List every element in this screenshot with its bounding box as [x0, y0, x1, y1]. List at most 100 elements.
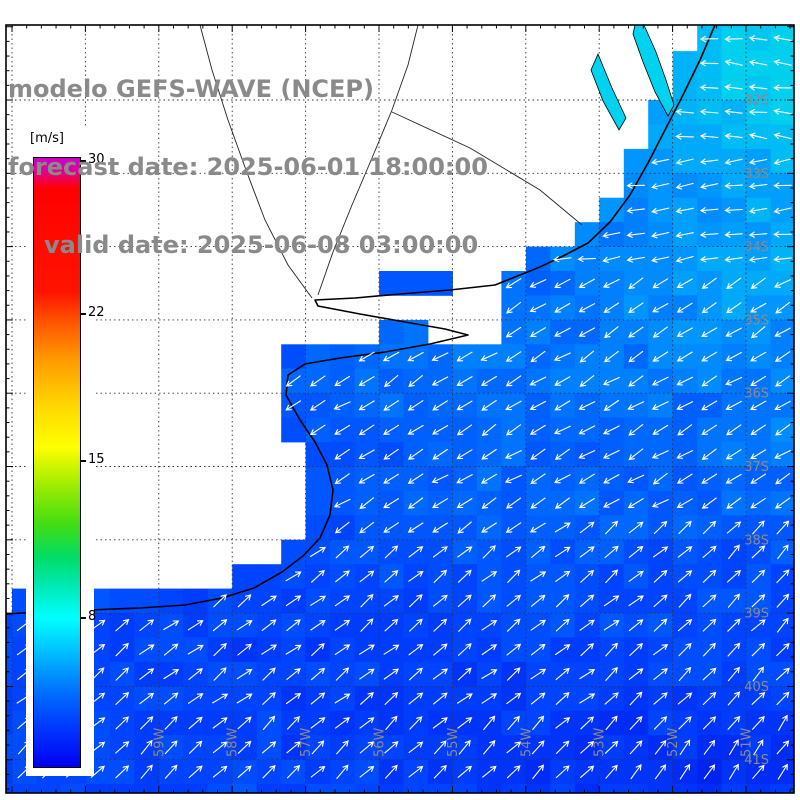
wind-arrow	[603, 595, 620, 607]
wind-arrow	[334, 644, 351, 655]
lat-label: 33S	[744, 167, 769, 182]
wind-arrow	[333, 401, 351, 410]
wind-arrow	[699, 207, 719, 214]
wind-arrow	[555, 570, 571, 582]
wind-arrow	[604, 740, 619, 754]
ocean-cell	[550, 784, 576, 793]
wind-arrow	[628, 570, 644, 582]
wind-arrow	[554, 448, 570, 460]
ocean-cell	[6, 613, 13, 638]
ocean-cell	[305, 490, 331, 516]
wind-arrow	[212, 717, 228, 729]
wind-arrow	[188, 765, 203, 779]
wind-arrow	[188, 716, 203, 730]
wind-arrow	[748, 59, 768, 66]
wind-arrow	[605, 666, 618, 681]
lat-label: 40S	[744, 680, 769, 695]
wind-arrow	[753, 739, 764, 756]
ocean-cell	[6, 637, 13, 663]
wind-arrow	[140, 764, 153, 779]
wind-arrow	[359, 545, 375, 558]
wind-arrow	[456, 498, 473, 509]
wind-arrow	[456, 351, 473, 362]
wind-arrow	[701, 424, 718, 435]
wind-arrow	[530, 473, 546, 485]
wind-arrow	[726, 497, 742, 509]
wind-arrow	[285, 571, 302, 582]
wind-arrow	[480, 352, 498, 362]
wind-arrow	[774, 497, 791, 509]
wind-arrow	[675, 158, 694, 166]
wind-arrow	[334, 375, 351, 387]
wind-arrow	[605, 764, 618, 779]
wind-arrow	[651, 401, 669, 410]
wind-arrow	[724, 231, 743, 238]
wind-arrow	[555, 594, 570, 608]
wind-arrow	[408, 667, 423, 681]
wind-arrow	[773, 231, 792, 238]
wind-arrow	[603, 399, 620, 411]
wind-arrow	[554, 278, 571, 288]
wind-arrow	[751, 545, 766, 559]
ocean-cell	[525, 784, 551, 793]
wind-arrow	[726, 277, 742, 289]
wind-arrow	[703, 642, 716, 657]
wind-arrow	[163, 620, 180, 631]
wind-arrow	[775, 301, 791, 314]
lat-label: 38S	[744, 533, 769, 548]
wind-arrow	[456, 400, 473, 411]
wind-arrow	[748, 108, 768, 116]
wind-arrow	[651, 256, 670, 263]
wind-arrow	[678, 520, 692, 535]
wind-arrow	[602, 449, 620, 459]
ocean-cell	[281, 344, 307, 370]
wind-arrow	[310, 619, 326, 631]
wind-arrow	[506, 765, 521, 779]
wind-arrow	[115, 642, 129, 657]
wind-arrow	[652, 472, 668, 485]
wind-arrow	[604, 326, 619, 339]
wind-arrow	[675, 255, 694, 263]
wind-arrow	[579, 693, 596, 704]
wind-arrow	[164, 740, 178, 755]
wind-arrow	[555, 667, 570, 681]
wind-arrow	[407, 424, 424, 435]
wind-arrow	[530, 497, 546, 509]
wind-arrow	[309, 400, 326, 411]
wind-arrow	[457, 667, 472, 681]
wind-arrow	[336, 764, 349, 779]
wind-arrow	[262, 715, 276, 730]
wind-arrow	[262, 691, 276, 705]
wind-arrow	[335, 667, 350, 681]
wind-arrow	[506, 546, 522, 558]
wind-arrow	[752, 715, 765, 730]
ocean-cell	[721, 25, 747, 28]
colorbar-tick-label: 22	[88, 305, 105, 320]
wind-arrow	[678, 642, 692, 657]
ocean-cell	[305, 344, 331, 370]
wind-arrow	[213, 667, 227, 681]
ocean-cell	[256, 784, 282, 793]
wind-arrow	[750, 449, 767, 460]
wind-arrow	[579, 350, 595, 363]
wind-arrow	[774, 400, 791, 411]
ocean-cell	[183, 784, 209, 793]
wind-arrow	[626, 231, 645, 238]
wind-arrow	[163, 643, 179, 656]
wind-arrow	[458, 618, 472, 632]
wind-arrow	[505, 400, 522, 411]
wind-arrow	[431, 474, 449, 484]
wind-arrow	[383, 595, 399, 607]
wind-arrow	[285, 595, 302, 607]
wind-arrow	[728, 763, 739, 780]
wind-arrow	[139, 668, 155, 680]
wind-arrow	[628, 350, 644, 363]
wind-arrow	[603, 350, 619, 363]
wind-arrow	[285, 644, 302, 655]
ocean-cell	[281, 417, 307, 443]
wind-arrow	[407, 400, 424, 411]
valid-date-line: valid date: 2025-06-08 03:00:00	[44, 231, 479, 259]
colorbar-unit-label: [m/s]	[30, 131, 64, 146]
wind-arrow	[115, 741, 130, 754]
wind-arrow	[310, 667, 326, 681]
